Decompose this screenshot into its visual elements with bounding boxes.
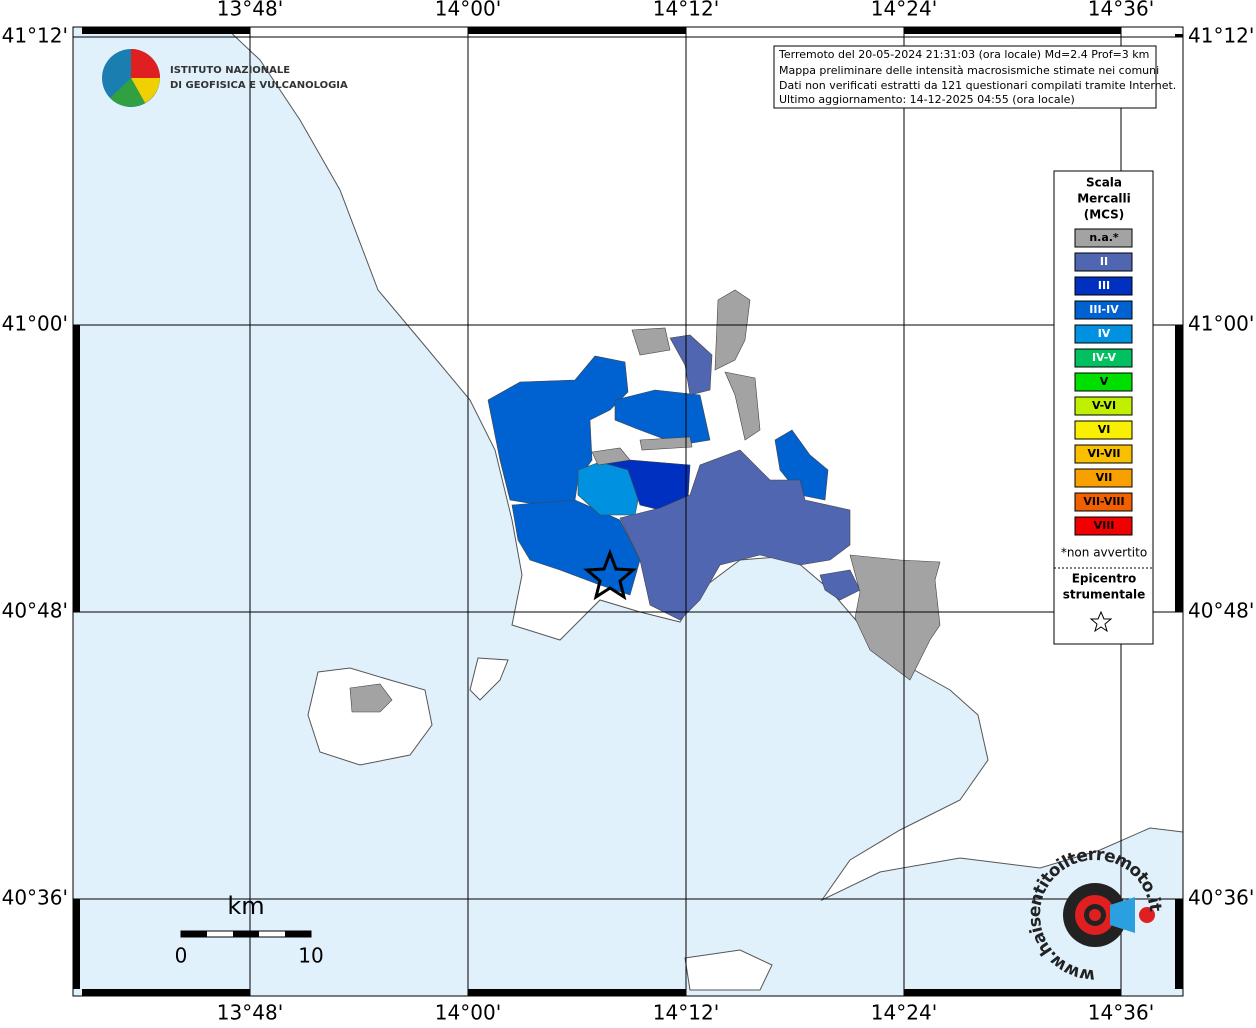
scale-bar: km 0 10 [175,892,324,968]
legend-label: n.a.* [1089,231,1119,244]
lat-label: 41°12' [2,24,68,48]
legend-title: Mercalli [1077,192,1131,206]
region [349,683,393,713]
lat-label: 40°48' [1188,599,1254,623]
legend-swatch [1074,420,1133,440]
info-line: Ultimo aggiornamento: 14-12-2025 04:55 (… [779,93,1075,106]
lat-label: 41°00' [2,312,68,336]
legend-swatch [1074,252,1133,272]
scale-label: 10 [298,944,323,968]
island-procida [469,657,509,701]
lon-label: 13°48' [217,1001,283,1025]
frame [72,26,1184,997]
legend-label: II [1100,255,1108,268]
scale-label: 0 [175,944,188,968]
region [724,371,761,441]
region [631,327,671,356]
lon-label: 14°12' [653,1001,719,1025]
legend-label: V-VI [1092,399,1116,412]
legend-swatch [1074,276,1133,296]
lat-label: 41°00' [1188,312,1254,336]
legend-title: (MCS) [1084,208,1125,222]
lat-label: 41°12' [1188,24,1254,48]
island-ischia [307,667,433,766]
legend-swatch [1074,348,1133,368]
legend-label: VIII [1094,519,1115,532]
info-line: Terremoto del 20-05-2024 21:31:03 (ora l… [778,48,1149,61]
region [639,436,693,451]
info-box: Terremoto del 20-05-2024 21:31:03 (ora l… [773,45,1176,109]
legend-label: IV-V [1092,351,1117,364]
legend-swatch [1074,396,1133,416]
legend-swatch [1074,468,1133,488]
lon-label: 14°00' [435,1001,501,1025]
legend-swatch [1074,444,1133,464]
epicenter [583,548,637,601]
lat-label: 40°48' [2,599,68,623]
legend-label: V [1100,375,1109,388]
legend-label: IV [1098,327,1111,340]
legend-swatch [1074,228,1133,248]
region [669,334,713,396]
region [849,554,941,681]
legend-label: VII-VIII [1083,495,1124,508]
lon-label: 14°00' [435,0,501,21]
lat-label: 40°36' [1188,886,1254,910]
legend-swatch [1074,516,1133,536]
map-area [73,27,1183,996]
legend-swatch [1074,300,1133,320]
legend-label: VII [1096,471,1113,484]
region [619,449,851,621]
info-line: Dati non verificati estratti da 121 ques… [779,79,1176,92]
legend-label: VI-VII [1087,447,1120,460]
legend-label: III-IV [1089,303,1119,316]
lon-label: 14°36' [1088,0,1154,21]
legend-swatch [1074,324,1133,344]
region [591,447,631,466]
lon-label: 14°12' [653,0,719,21]
legend-label: VI [1098,423,1111,436]
logo-text: ISTITUTO NAZIONALE [170,65,290,76]
region [714,289,751,371]
region [774,429,829,501]
legend: Scala Mercalli (MCS) *non avvertito Epic… [1053,170,1154,645]
lon-label: 14°36' [1088,1001,1154,1025]
island-capri [684,949,773,991]
legend-footnote: *non avvertito [1061,546,1147,560]
legend-swatch [1074,372,1133,392]
legend-swatch [1074,492,1133,512]
legend-title: Scala [1086,176,1122,190]
logo: ISTITUTO NAZIONALE DI GEOFISICA E VULCAN… [102,49,348,107]
legend-epicenter: Epicentro [1072,572,1137,586]
region [487,355,629,506]
scale-unit: km [227,892,264,920]
logo-text: DI GEOFISICA E VULCANOLOGIA [170,80,348,91]
lon-label: 14°24' [871,0,937,21]
region [819,569,861,601]
legend-label: III [1098,279,1110,292]
lon-label: 14°24' [871,1001,937,1025]
lat-label: 40°36' [2,886,68,910]
lon-label: 13°48' [217,0,283,21]
legend-epicenter: strumentale [1063,588,1146,602]
info-line: Mappa preliminare delle intensità macros… [779,64,1159,77]
